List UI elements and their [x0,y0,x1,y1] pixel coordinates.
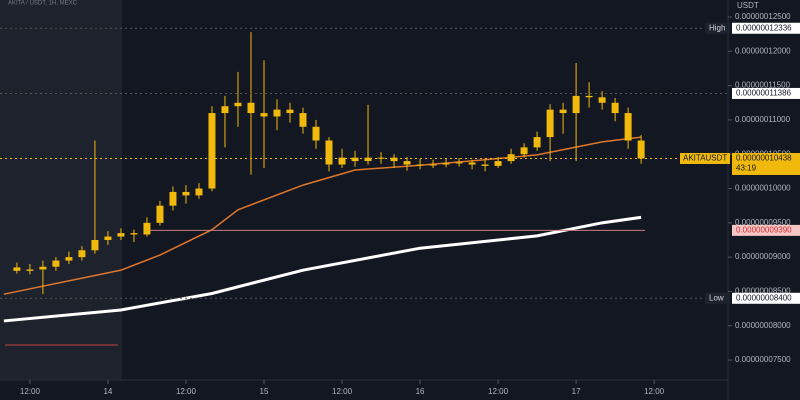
candle-body [143,222,151,235]
axis-unit: USDT [737,1,759,10]
candle-body [598,97,606,103]
candle-body [338,157,346,165]
candle-body [416,164,424,166]
price-label-name: Low [709,293,724,302]
candle-body [403,161,411,165]
countdown: 43:19 [736,164,757,173]
candle-body [169,191,177,206]
candle-body [260,113,268,117]
x-tick-label: 12:00 [20,387,41,396]
candle-body [130,233,138,235]
candle-body [572,95,580,114]
candle-body [507,154,515,162]
price-label-value: 0.00000010438 [736,154,792,163]
candle-body [351,157,359,162]
candle-body [208,113,216,189]
candle-body [546,109,554,138]
price-label-value: 0.00000008400 [736,293,792,302]
y-tick-label: 0.00000007500 [735,355,791,364]
price-label-value: 0.00000009390 [736,225,792,234]
price-label-tag [680,152,730,164]
y-tick-label: 0.00000009500 [735,218,791,227]
candle-body [468,162,476,165]
price-label-name: High [709,23,725,32]
x-tick-label: 12:00 [332,387,353,396]
candle-body [156,205,164,223]
candle-body [221,106,229,114]
session-shade [0,0,122,380]
price-label-tag [705,292,730,304]
moving-average [3,136,642,295]
candle-body [520,147,528,155]
candle-body [104,236,112,240]
y-tick-label: 0.00000010000 [735,184,791,193]
moving-average [3,215,642,323]
candle-body [195,188,203,196]
candle-body [52,260,60,267]
candle-body [39,266,47,270]
candle-body [429,164,437,166]
price-label-name: AKITAUSDT [683,154,727,163]
candle-body [585,95,593,98]
y-tick-label: 0.00000011000 [735,115,791,124]
candle-body [494,161,502,166]
candle-body [286,109,294,114]
price-label-value: 0.00000011386 [736,89,792,98]
x-tick-label: 16 [416,387,425,396]
candle-body [247,102,255,114]
candle-body [182,191,190,196]
candle-body [13,267,21,271]
y-tick-label: 0.00000008000 [735,321,791,330]
candle-body [312,126,320,141]
candle-body [637,140,645,159]
candle-body [117,233,125,237]
x-tick-label: 12:00 [176,387,197,396]
x-tick-label: 14 [103,387,112,396]
candle-body [455,162,463,164]
y-tick-label: 0.00000012000 [735,46,791,55]
candle-body [390,157,398,162]
x-tick-label: 15 [260,387,269,396]
price-label-box [732,224,800,236]
y-tick-label: 0.00000009000 [735,252,791,261]
candle-body [299,113,307,127]
price-label-box [732,87,800,99]
candle-body [442,163,450,165]
candle-body [234,102,242,107]
candle-body [78,250,86,258]
price-label-box [732,152,800,175]
candle-body [624,113,632,141]
candle-body [26,269,34,271]
candle-body [65,257,73,261]
x-tick-label: 12:00 [488,387,509,396]
candle-body [611,102,619,114]
y-tick-label: 0.00000012500 [735,12,791,21]
candle-body [325,140,333,165]
price-label-tag [705,22,730,34]
x-tick-label: 12:00 [644,387,665,396]
candle-body [559,109,567,114]
candle-body [481,164,489,166]
price-label-value: 0.00000012336 [736,23,792,32]
chart-title: AKITA / USDT, 1H, MEXC [8,1,78,7]
price-label-box [732,292,800,304]
x-tick-label: 17 [572,387,581,396]
candle-body [273,109,281,117]
y-tick-label: 0.00000011500 [735,81,791,90]
price-label-box [732,22,800,34]
candle-body [91,239,99,251]
candle-body [364,157,372,162]
candle-body [533,137,541,148]
y-tick-label: 0.00000008500 [735,287,791,296]
